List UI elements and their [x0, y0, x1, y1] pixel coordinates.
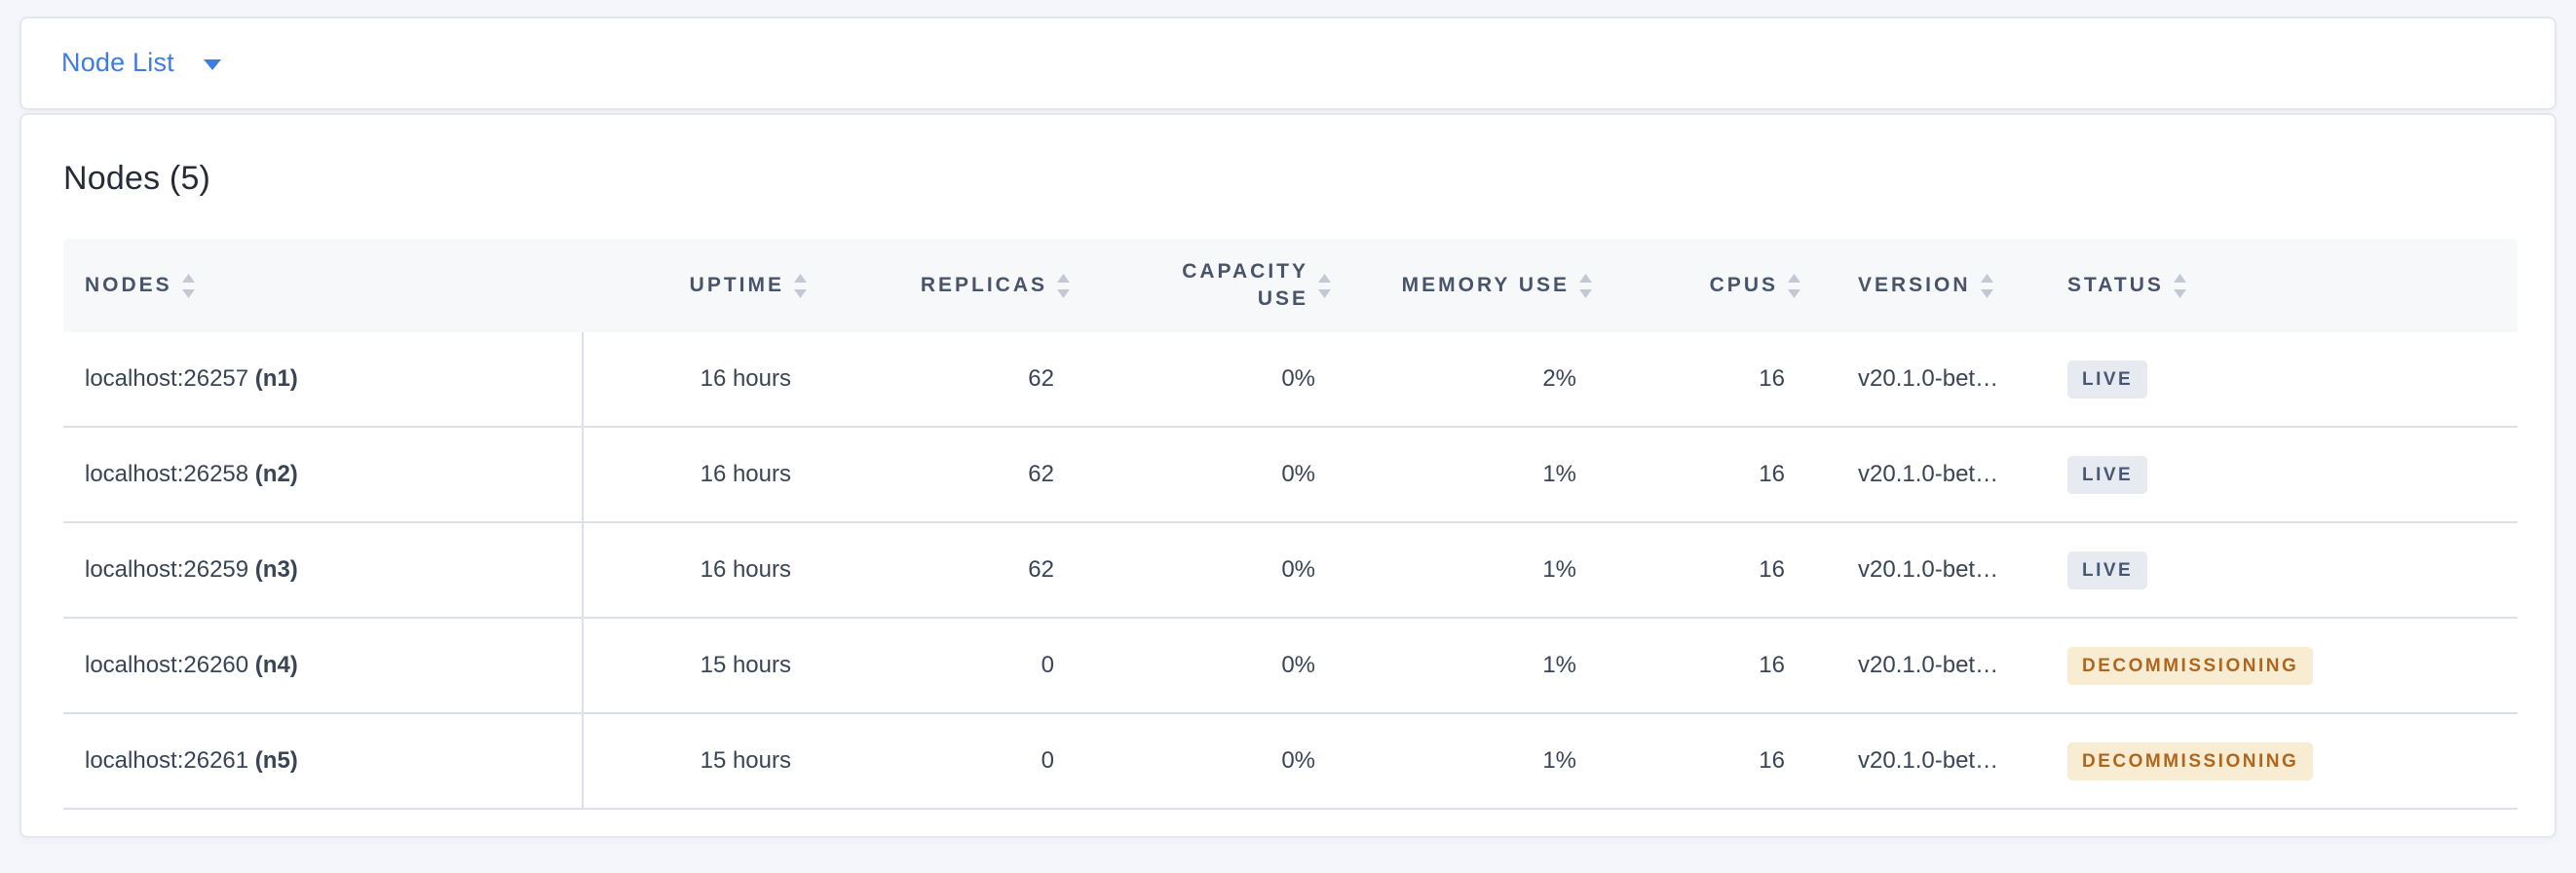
replicas-cell: 62	[811, 428, 1074, 523]
view-mode-dropdown[interactable]: Node List	[61, 48, 221, 78]
column-header[interactable]: REPLICAS	[811, 239, 1074, 332]
node-address: localhost:26260	[85, 652, 255, 678]
replicas-cell: 62	[811, 332, 1074, 428]
uptime-cell: 15 hours	[584, 714, 811, 810]
view-mode-label: Node List	[61, 48, 174, 77]
cpus-cell: 16	[1596, 619, 1804, 714]
chevron-down-icon	[203, 58, 221, 70]
status-badge: DECOMMISSIONING	[2067, 741, 2314, 780]
column-header[interactable]: NODES	[63, 239, 584, 332]
view-selector-card: Node List	[19, 17, 2557, 110]
node-address: localhost:26258	[85, 461, 255, 487]
column-header[interactable]: VERSION	[1804, 239, 2043, 332]
replicas-cell: 62	[811, 523, 1074, 619]
sort-icon[interactable]	[1057, 273, 1070, 298]
page-title: Nodes (5)	[63, 160, 211, 197]
sort-icon[interactable]	[1579, 273, 1592, 298]
column-header[interactable]: CPUS	[1596, 239, 1804, 332]
node-id: (n3)	[254, 556, 298, 583]
nodes-card: Nodes (5) NODES UPTIME REPLICAS	[19, 113, 2557, 838]
cpus-cell: 16	[1596, 428, 1804, 523]
status-badge: LIVE	[2067, 455, 2148, 494]
column-header-label: CPUS	[1709, 274, 1778, 296]
node-id: (n1)	[254, 365, 298, 392]
replicas-cell: 0	[811, 714, 1074, 810]
capacity-use-cell: 0%	[1074, 332, 1335, 428]
node-id: (n4)	[254, 652, 298, 678]
column-header[interactable]: UPTIME	[584, 239, 811, 332]
column-header-label: STATUS	[2067, 274, 2164, 296]
status-badge: LIVE	[2067, 360, 2148, 399]
capacity-use-cell: 0%	[1074, 523, 1335, 619]
cpus-cell: 16	[1596, 714, 1804, 810]
column-header-label: CAPACITY USE	[1182, 259, 1308, 310]
sort-icon[interactable]	[2173, 273, 2186, 298]
capacity-use-cell: 0%	[1074, 428, 1335, 523]
column-header[interactable]: STATUS	[2043, 239, 2518, 332]
uptime-cell: 16 hours	[584, 428, 811, 523]
column-header-label: NODES	[85, 274, 172, 296]
table-row: localhost:26258 (n2) 16 hours 62 0% 1% 1…	[63, 428, 2518, 523]
table-header-row: NODES UPTIME REPLICAS CAPACITY USE	[63, 239, 2518, 332]
node-address: localhost:26261	[85, 747, 255, 774]
memory-use-cell: 1%	[1335, 428, 1596, 523]
node-address: localhost:26259	[85, 556, 255, 583]
node-id: (n2)	[254, 461, 298, 487]
memory-use-cell: 1%	[1335, 619, 1596, 714]
version-cell: v20.1.0-bet…	[1804, 428, 2043, 523]
table-row: localhost:26261 (n5) 15 hours 0 0% 1% 16…	[63, 714, 2518, 810]
table-row: localhost:26257 (n1) 16 hours 62 0% 2% 1…	[63, 332, 2518, 428]
table-row: localhost:26259 (n3) 16 hours 62 0% 1% 1…	[63, 523, 2518, 619]
version-cell: v20.1.0-bet…	[1804, 332, 2043, 428]
version-cell: v20.1.0-bet…	[1804, 523, 2043, 619]
column-header[interactable]: MEMORY USE	[1335, 239, 1596, 332]
status-badge: DECOMMISSIONING	[2067, 646, 2314, 685]
cpus-cell: 16	[1596, 332, 1804, 428]
capacity-use-cell: 0%	[1074, 619, 1335, 714]
sort-icon[interactable]	[181, 273, 195, 298]
sort-icon[interactable]	[1788, 273, 1800, 298]
version-cell: v20.1.0-bet…	[1804, 714, 2043, 810]
memory-use-cell: 2%	[1335, 332, 1596, 428]
uptime-cell: 16 hours	[584, 523, 811, 619]
version-cell: v20.1.0-bet…	[1804, 619, 2043, 714]
sort-icon[interactable]	[1980, 273, 1993, 298]
column-header-label: MEMORY USE	[1401, 274, 1570, 296]
table-row: localhost:26260 (n4) 15 hours 0 0% 1% 16…	[63, 619, 2518, 714]
node-id: (n5)	[254, 747, 298, 774]
status-badge: LIVE	[2067, 550, 2148, 589]
uptime-cell: 16 hours	[584, 332, 811, 428]
column-header[interactable]: CAPACITY USE	[1074, 239, 1335, 332]
column-header-label: UPTIME	[689, 274, 784, 296]
column-header-label: VERSION	[1858, 274, 1971, 296]
memory-use-cell: 1%	[1335, 714, 1596, 810]
column-header-label: REPLICAS	[920, 274, 1047, 296]
uptime-cell: 15 hours	[584, 619, 811, 714]
replicas-cell: 0	[811, 619, 1074, 714]
sort-icon[interactable]	[1318, 273, 1331, 298]
capacity-use-cell: 0%	[1074, 714, 1335, 810]
cpus-cell: 16	[1596, 523, 1804, 619]
node-address: localhost:26257	[85, 365, 255, 392]
memory-use-cell: 1%	[1335, 523, 1596, 619]
sort-icon[interactable]	[794, 273, 807, 298]
nodes-table: NODES UPTIME REPLICAS CAPACITY USE	[63, 239, 2518, 810]
